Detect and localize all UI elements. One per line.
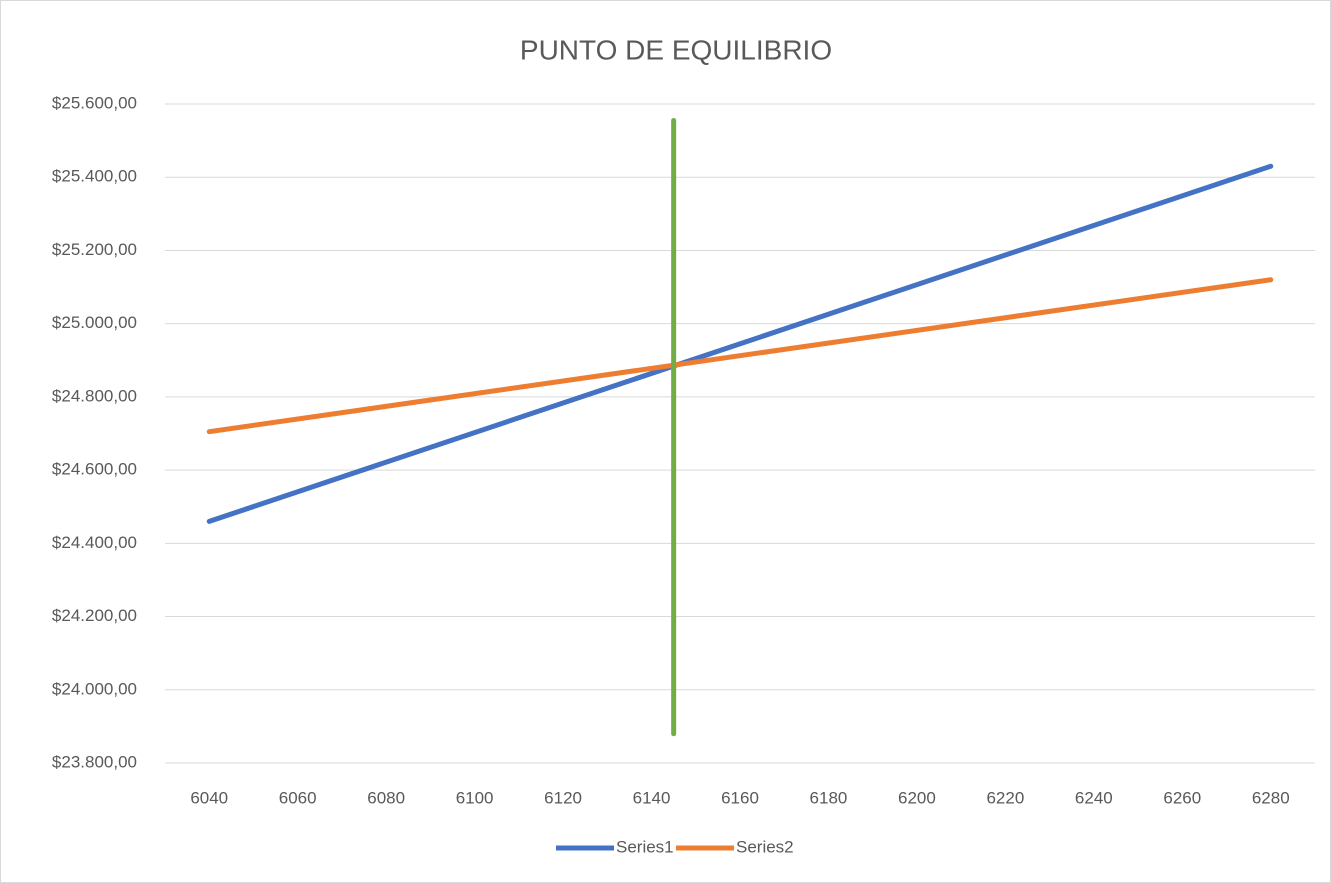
chart-title: PUNTO DE EQUILIBRIO [520, 34, 832, 65]
x-tick-label: 6040 [190, 788, 228, 807]
x-tick-label: 6260 [1163, 788, 1201, 807]
x-tick-label: 6140 [633, 788, 671, 807]
series-line [206, 277, 1274, 435]
y-tick-label: $25.400,00 [52, 167, 137, 186]
x-tick-label: 6220 [986, 788, 1024, 807]
x-tick-label: 6100 [456, 788, 494, 807]
y-tick-label: $24.800,00 [52, 386, 137, 405]
x-tick-label: 6280 [1252, 788, 1290, 807]
y-tick-label: $24.600,00 [52, 460, 137, 479]
x-tick-label: 6200 [898, 788, 936, 807]
legend-label: Series1 [616, 837, 674, 856]
legend-label: Series2 [736, 837, 794, 856]
y-tick-label: $25.000,00 [52, 313, 137, 332]
series-line [206, 163, 1274, 524]
y-tick-label: $24.200,00 [52, 606, 137, 625]
x-tick-label: 6240 [1075, 788, 1113, 807]
x-tick-label: 6080 [367, 788, 405, 807]
x-tick-label: 6180 [810, 788, 848, 807]
y-tick-label: $24.000,00 [52, 679, 137, 698]
x-tick-label: 6060 [279, 788, 317, 807]
y-tick-label: $25.200,00 [52, 240, 137, 259]
x-tick-label: 6160 [721, 788, 759, 807]
x-tick-label: 6120 [544, 788, 582, 807]
y-tick-label: $23.800,00 [52, 752, 137, 771]
y-tick-label: $24.400,00 [52, 533, 137, 552]
y-tick-label: $25.600,00 [52, 93, 137, 112]
